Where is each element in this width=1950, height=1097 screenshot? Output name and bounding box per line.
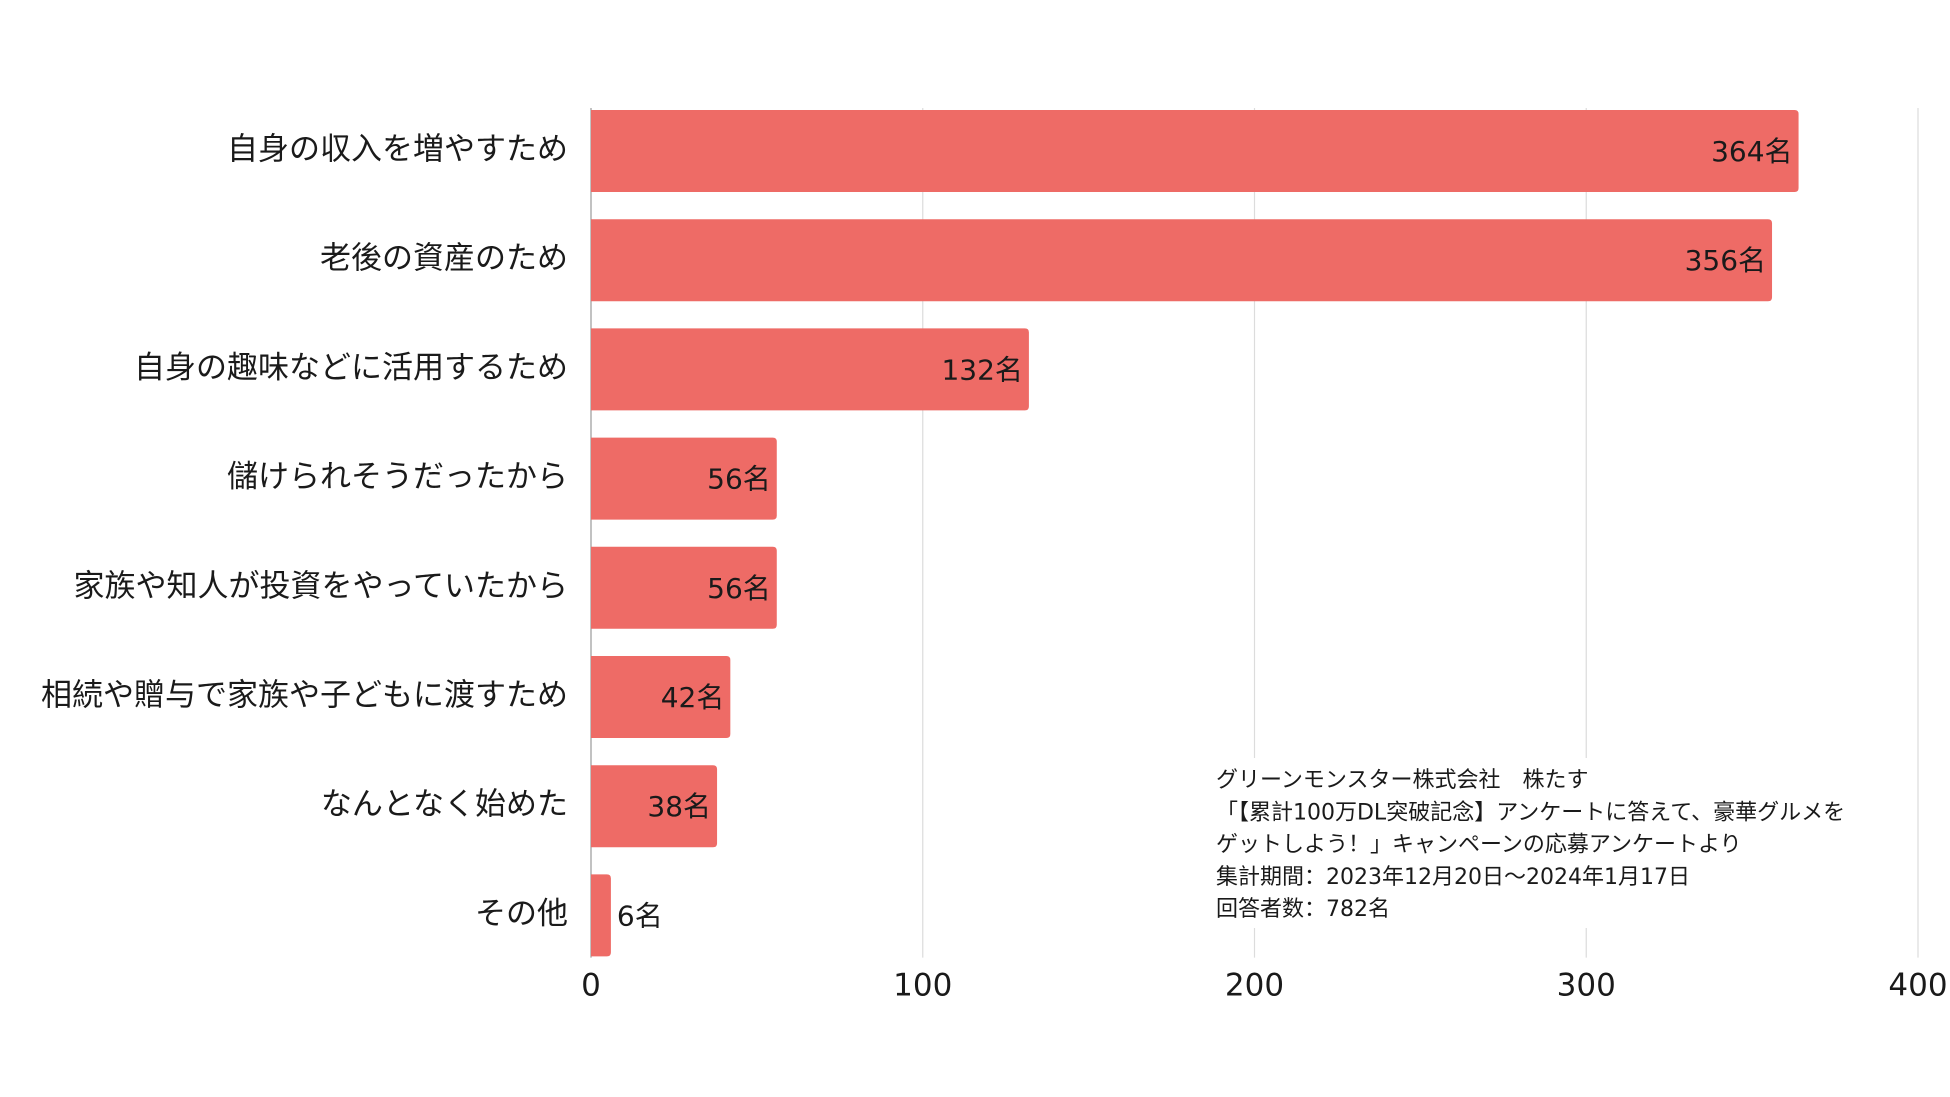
- x-tick-label: 100: [893, 968, 952, 1004]
- value-label: 42名: [661, 681, 725, 714]
- x-tick-label: 300: [1557, 968, 1616, 1004]
- bar: [591, 546, 777, 629]
- bar: [591, 110, 1799, 192]
- value-label: 132名: [941, 353, 1022, 386]
- bar: [591, 219, 1773, 302]
- y-tick-label: 相続や贈与で家族や子どもに渡すため: [41, 678, 568, 714]
- y-tick-label: 自身の収入を増やすため: [227, 132, 568, 168]
- bar: [591, 437, 777, 520]
- y-tick-label: 家族や知人が投資をやっていたから: [74, 568, 568, 604]
- value-label: 38名: [647, 790, 711, 823]
- value-label: 364名: [1711, 135, 1792, 168]
- note-text: グリーンモンスター株式会社 株たす: [1216, 768, 1588, 793]
- x-tick-label: 0: [581, 968, 601, 1004]
- y-tick-label: 自身の趣味などに活用するため: [134, 350, 568, 386]
- note-text: 「【累計100万DL突破記念】アンケートに答えて、豪華グルメを: [1216, 800, 1845, 825]
- value-label: 56名: [707, 463, 771, 496]
- note-text: ゲットしよう！」キャンペーンの応募アンケートより: [1216, 833, 1742, 858]
- note-text: 集計期間：2023年12月20日〜2024年1月17日: [1216, 865, 1690, 890]
- y-tick-label: その他: [475, 896, 568, 932]
- x-tick-label: 400: [1888, 968, 1947, 1004]
- bar: [591, 328, 1029, 411]
- value-label: 356名: [1685, 244, 1766, 277]
- bar: [591, 874, 611, 957]
- value-label: 56名: [707, 572, 771, 605]
- bar: [591, 765, 718, 848]
- value-label: 6名: [617, 899, 663, 932]
- note-box: [1209, 758, 1909, 928]
- x-tick-label: 200: [1225, 968, 1284, 1004]
- note-text: 回答者数：782名: [1216, 897, 1390, 922]
- y-tick-label: 儲けられそうだったから: [227, 459, 568, 495]
- y-tick-label: なんとなく始めた: [321, 787, 568, 823]
- y-tick-label: 老後の資産のため: [320, 241, 568, 277]
- bar: [591, 656, 731, 738]
